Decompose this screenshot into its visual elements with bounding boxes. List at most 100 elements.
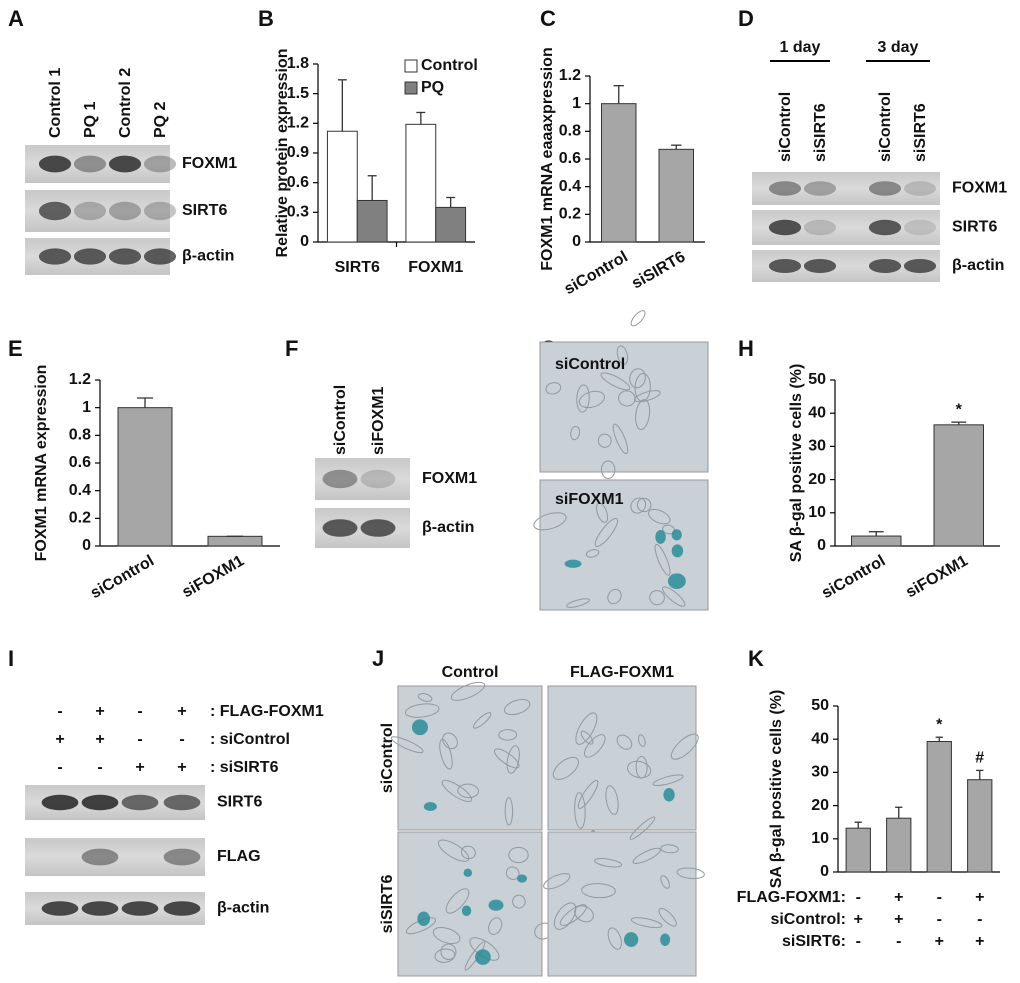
cell: [635, 399, 651, 430]
blot-band: [38, 248, 72, 265]
cell: [676, 867, 705, 880]
cell: [618, 390, 636, 407]
stained-cell: [417, 911, 430, 926]
cell: [404, 703, 440, 718]
condition-sign: -: [137, 703, 142, 720]
cell: [649, 589, 665, 606]
blot-band: [108, 248, 142, 265]
stained-cell: [660, 933, 671, 946]
band-label: β-actin: [422, 519, 474, 536]
error-bar: [337, 79, 347, 132]
stained-cell: [517, 874, 528, 883]
micrograph-label: siFOXM1: [555, 491, 624, 508]
cell: [457, 783, 480, 799]
cell: [627, 760, 652, 779]
cell: [630, 310, 646, 327]
y-tick-label: 50: [808, 371, 826, 388]
lane-label: Control 2: [117, 68, 134, 138]
y-tick-label: 40: [811, 730, 829, 747]
cell: [439, 738, 453, 770]
lane-label: siFOXM1: [370, 386, 387, 455]
blot-band: [143, 201, 177, 221]
cell: [580, 730, 594, 745]
micrograph: [397, 685, 543, 831]
cell: [597, 433, 612, 448]
condition-sign: +: [975, 889, 984, 906]
band-label: SIRT6: [217, 794, 262, 811]
condition-label: siControl:: [770, 911, 846, 928]
condition-sign: -: [179, 731, 184, 748]
band-label: FOXM1: [182, 155, 237, 172]
cell: [632, 847, 661, 864]
y-axis-label: Relative protein expression: [274, 49, 291, 258]
panel-letter: D: [738, 6, 754, 31]
y-tick-label: 0.9: [287, 144, 309, 161]
error-bar: [976, 769, 984, 780]
condition-sign: -: [937, 889, 942, 906]
cell: [660, 844, 679, 854]
condition-label: : siSIRT6: [210, 759, 279, 776]
cell: [600, 460, 616, 480]
y-tick-label: 0.8: [69, 427, 91, 444]
stained-cell: [488, 899, 504, 911]
cell: [390, 736, 424, 754]
cell: [595, 502, 609, 523]
blot-band: [41, 901, 79, 916]
blot-band: [38, 155, 72, 173]
blot-band: [803, 181, 837, 196]
condition-sign: +: [935, 933, 944, 950]
panel-letter: F: [285, 336, 298, 361]
blot-band: [73, 201, 107, 221]
lane-label: Control 1: [47, 68, 64, 138]
cell: [578, 390, 605, 409]
error-bar: [613, 85, 624, 104]
y-tick-label: 10: [811, 830, 829, 847]
blot-band: [108, 155, 142, 173]
cell: [576, 384, 590, 413]
error-bar: [935, 736, 943, 742]
x-tick-label: siControl: [88, 552, 157, 602]
group-label: 1 day: [780, 39, 821, 56]
cell: [574, 905, 594, 923]
condition-sign: -: [937, 911, 942, 928]
band-label: β-actin: [182, 248, 234, 265]
condition-sign: +: [894, 889, 903, 906]
lane-label: siSIRT6: [912, 103, 929, 162]
micrograph-label: siControl: [555, 356, 625, 373]
x-tick-label: siControl: [562, 248, 631, 298]
x-tick-label: FOXM1: [408, 259, 463, 276]
panel-letter: C: [540, 6, 556, 31]
cell: [594, 858, 623, 868]
cell: [574, 792, 586, 829]
cell: [445, 888, 470, 914]
cell: [660, 875, 670, 889]
cell: [417, 693, 433, 702]
condition-sign: -: [856, 889, 861, 906]
error-bar: [671, 144, 682, 150]
y-tick-label: 0.3: [287, 204, 309, 221]
bar: [435, 206, 467, 243]
cell: [594, 517, 619, 548]
condition-sign: +: [95, 703, 104, 720]
cell: [652, 774, 684, 787]
blot-band: [81, 848, 119, 866]
legend-label: PQ: [421, 79, 444, 96]
blot-band: [322, 519, 358, 537]
error-bar: [951, 421, 967, 425]
condition-label: : FLAG-FOXM1: [210, 703, 324, 720]
blot-band: [768, 258, 802, 274]
stained-cell: [463, 868, 473, 878]
micrograph: [547, 685, 697, 831]
y-tick-label: 1.2: [559, 67, 581, 84]
stained-cell: [423, 802, 437, 811]
micrograph: [397, 831, 543, 977]
blot-band: [73, 248, 107, 265]
y-tick-label: 30: [808, 438, 826, 455]
stained-cell: [667, 573, 686, 589]
blot-band: [903, 219, 937, 236]
cell: [629, 816, 656, 840]
cell: [607, 588, 622, 605]
cell: [432, 926, 461, 945]
y-axis-label: SA β-gal positive cells (%): [768, 690, 785, 889]
